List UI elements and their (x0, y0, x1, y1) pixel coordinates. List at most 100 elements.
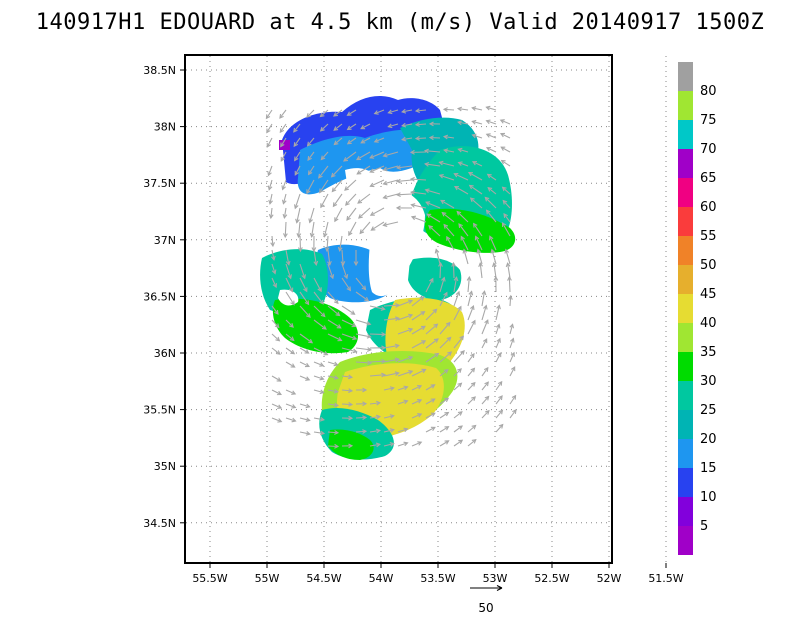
wind-speed-region (272, 298, 359, 354)
wind-vector-head (466, 275, 472, 281)
wind-vector-head (319, 362, 325, 367)
wind-vector (326, 235, 329, 252)
wind-vector (285, 389, 296, 395)
wind-vector (360, 123, 371, 130)
wind-vector-head (351, 322, 357, 328)
wind-vector-head (440, 199, 446, 205)
wind-vector (282, 179, 287, 190)
wind-vector-head (333, 140, 339, 146)
wind-vector (453, 335, 464, 349)
wind-vector-head (498, 409, 504, 415)
wind-vector-head (485, 133, 491, 138)
no-data-region (368, 188, 425, 297)
wind-vectors (265, 105, 517, 449)
wind-vector (469, 184, 483, 195)
wind-vector-head (274, 323, 280, 329)
wind-vector-head (336, 324, 342, 329)
x-tick-label: 53W (483, 572, 508, 585)
wind-speed-field (260, 96, 516, 460)
colorbar-label: 10 (700, 490, 717, 505)
wind-vector (411, 385, 422, 391)
wind-vector-head (401, 122, 407, 128)
wind-vector-head (471, 439, 477, 444)
wind-vector (334, 137, 343, 145)
wind-vector-head (321, 325, 327, 330)
colorbar-segment (678, 91, 693, 120)
wind-vector (502, 186, 511, 195)
wind-vector (306, 179, 315, 194)
wind-vector (397, 400, 408, 405)
colorbar-label: 40 (700, 316, 717, 331)
wind-vector-head (360, 124, 366, 130)
wind-vector-head (373, 138, 379, 143)
wind-vector-head (344, 186, 349, 191)
colorbar-label: 80 (700, 84, 717, 99)
wind-vector-head (319, 126, 325, 132)
wind-vector (341, 305, 355, 315)
wind-vector (346, 207, 357, 221)
wind-vector-head (510, 366, 516, 372)
wind-vector-head (394, 343, 400, 349)
wind-vector-head (447, 351, 453, 357)
wind-vector-head (430, 384, 436, 389)
wind-vector (472, 107, 483, 111)
wind-vector (318, 165, 329, 179)
wind-vector (299, 403, 310, 408)
wind-vector-head (443, 148, 449, 154)
x-tick-label: 54W (369, 572, 394, 585)
wind-vector (500, 133, 511, 139)
wind-vector-head (268, 214, 274, 220)
wind-vector-head (486, 173, 492, 179)
wind-vector (383, 317, 399, 321)
wind-vector (453, 291, 460, 307)
wind-vector-head (429, 277, 434, 283)
wind-vector (453, 350, 465, 363)
wind-vector-head (389, 442, 395, 447)
wind-vector-head (305, 417, 311, 422)
wind-vector-head (498, 423, 504, 429)
wind-vector-head (456, 210, 462, 216)
wind-vector (481, 410, 490, 419)
wind-vector (341, 249, 344, 265)
wind-vector (383, 443, 394, 447)
wind-vector-head (407, 299, 414, 305)
wind-vector (397, 179, 413, 182)
wind-vector (383, 372, 399, 377)
wind-vector (509, 324, 514, 335)
wind-vector-head (361, 285, 367, 291)
wind-vector (370, 179, 385, 187)
x-tick-label: 52W (597, 572, 622, 585)
wind-vector (439, 337, 452, 349)
wind-vector (493, 263, 497, 279)
wind-vector-head (348, 231, 353, 237)
wind-vector (475, 236, 483, 251)
wind-vector-head (498, 395, 503, 401)
wind-vector-head (482, 338, 488, 344)
wind-vector-head (473, 222, 478, 228)
wind-vector (467, 277, 470, 293)
wind-vector (355, 319, 371, 325)
wind-vector-head (337, 246, 343, 252)
wind-vector (307, 151, 315, 161)
wind-vector-head (430, 412, 436, 417)
wind-vector-head (333, 126, 339, 131)
wind-vector (458, 223, 469, 237)
wind-vector (439, 351, 452, 363)
wind-vector (458, 121, 469, 125)
wind-vector-head (389, 428, 395, 433)
wind-vector (439, 440, 449, 447)
wind-vector-head (471, 160, 477, 166)
wind-vector (509, 395, 517, 405)
wind-vector-head (362, 387, 368, 393)
wind-vector-head (501, 222, 507, 228)
wind-vector-head (327, 260, 332, 267)
wind-vector-head (481, 290, 487, 296)
wind-vector (440, 199, 455, 209)
wind-vector-head (424, 162, 430, 167)
wind-vector-head (459, 335, 465, 341)
wind-vector-head (350, 310, 356, 315)
wind-vector-head (484, 196, 490, 202)
wind-vector-head (489, 235, 494, 241)
y-tick-label: 35.5N (143, 404, 176, 417)
wind-vector-head (395, 178, 401, 184)
